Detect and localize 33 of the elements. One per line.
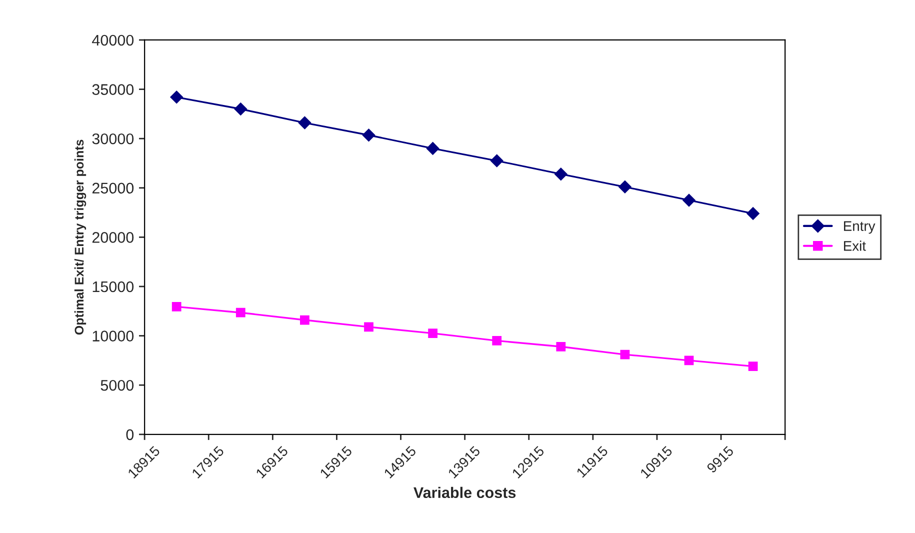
point [556, 342, 566, 352]
y-axis-title: Optimal Exit/ Entry trigger points [74, 140, 86, 335]
point [682, 194, 696, 207]
point [748, 362, 758, 372]
y-tick-label: 15000 [92, 281, 134, 292]
point [428, 328, 438, 338]
point [490, 154, 504, 168]
y-tick-label: 0 [126, 429, 134, 440]
point [364, 322, 374, 332]
point [300, 315, 310, 325]
point [170, 90, 184, 104]
point [172, 302, 182, 312]
point [554, 168, 568, 180]
point [746, 207, 760, 220]
point [620, 350, 630, 360]
y-tick-label: 25000 [92, 182, 134, 194]
point [618, 180, 632, 194]
y-tick-label: 30000 [92, 133, 134, 144]
y-tick-label: 10000 [92, 330, 134, 342]
y-tick-label: 40000 [92, 34, 134, 46]
x-axis-title: Variable costs [414, 486, 516, 498]
point [234, 102, 248, 116]
legend-label: Exit [844, 240, 866, 251]
y-tick-label: 35000 [92, 84, 134, 95]
point [298, 116, 312, 130]
point [362, 128, 376, 142]
y-tick-label: 5000 [100, 380, 134, 391]
point [426, 142, 440, 155]
point [236, 308, 246, 318]
point [492, 336, 502, 346]
point [684, 356, 694, 366]
legend-label: Entry [844, 221, 876, 234]
y-tick-label: 20000 [92, 232, 134, 243]
